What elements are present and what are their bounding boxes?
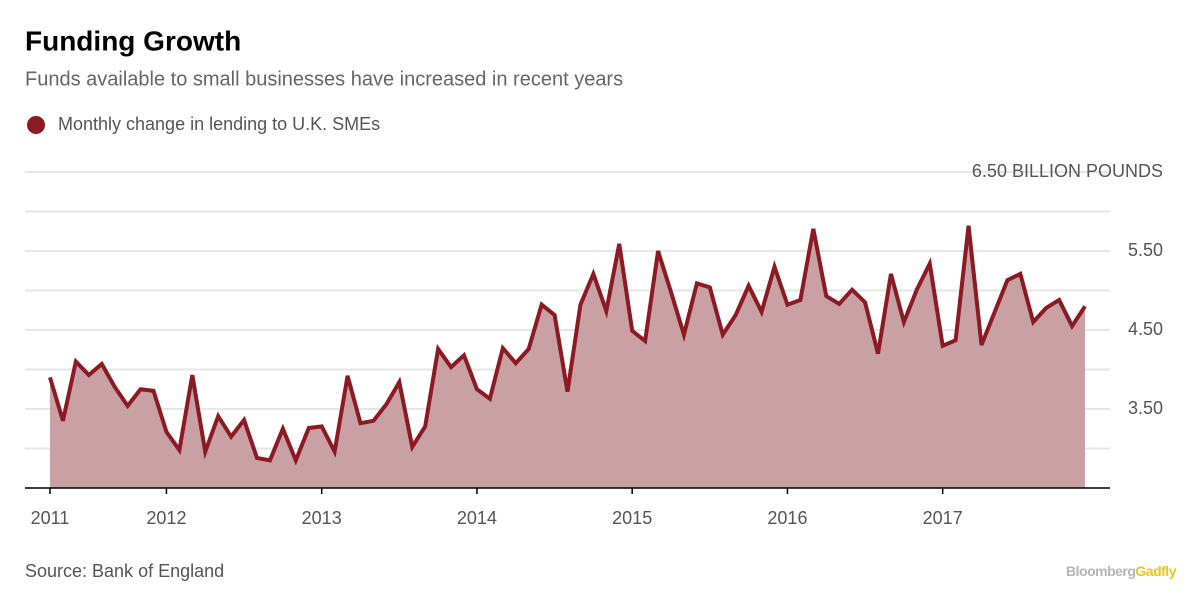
x-tick-label: 2012	[146, 508, 186, 528]
x-tick-label: 2017	[923, 508, 963, 528]
brand-part: Gadfly	[1135, 563, 1176, 579]
source: Source: Bank of England	[25, 561, 224, 581]
chart-subtitle: Funds available to small businesses have…	[25, 68, 623, 90]
x-tick-label: 2015	[612, 508, 652, 528]
x-tick-label: 2016	[767, 508, 807, 528]
y-tick-label: 6.50 BILLION POUNDS	[972, 161, 1163, 181]
line	[48, 225, 1087, 466]
legend-marker	[27, 116, 45, 134]
y-tick-label: 4.50	[1128, 319, 1163, 339]
area	[50, 225, 1085, 488]
x-tick-label: 2014	[457, 508, 497, 528]
brand-part: Bloomberg	[1066, 563, 1135, 579]
x-tick-label: 2013	[302, 508, 342, 528]
chart-title: Funding Growth	[25, 25, 241, 56]
x-tick-label: 2011	[31, 508, 70, 528]
legend-label: Monthly change in lending to U.K. SMEs	[58, 114, 380, 134]
y-tick-label: 5.50	[1128, 240, 1163, 260]
brand: BloombergGadfly	[1066, 563, 1177, 579]
y-tick-label: 3.50	[1128, 398, 1163, 418]
